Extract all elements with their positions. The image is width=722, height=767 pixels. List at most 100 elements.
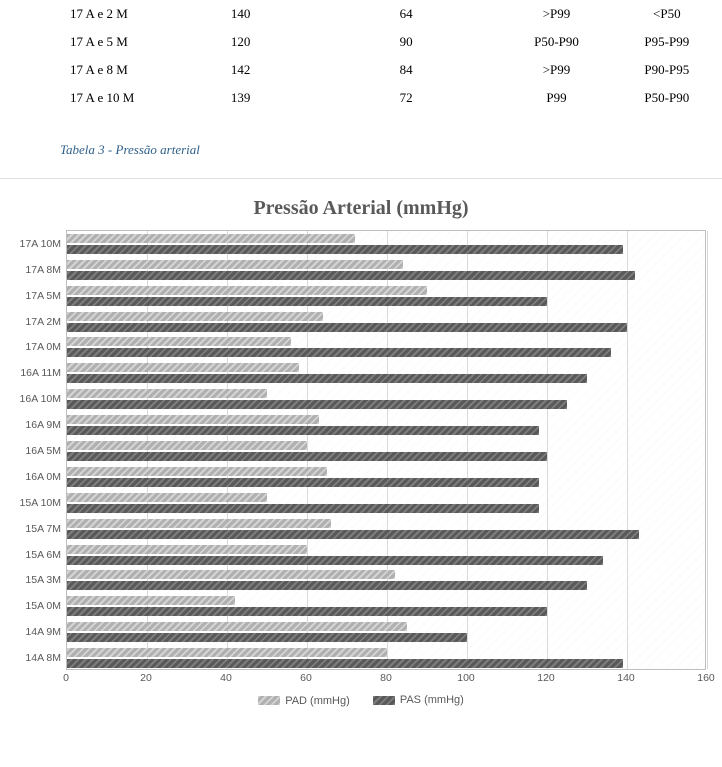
chart-row: 17A 0M xyxy=(67,335,705,361)
cell: 120 xyxy=(170,28,310,56)
bar-pas xyxy=(67,374,587,383)
x-tick: 80 xyxy=(380,672,392,684)
chart-row: 14A 8M xyxy=(67,645,705,671)
chart-row: 15A 6M xyxy=(67,542,705,568)
chart-row: 15A 7M xyxy=(67,516,705,542)
bar-pas xyxy=(67,504,539,513)
chart-row: 16A 10M xyxy=(67,386,705,412)
chart-row: 17A 10M xyxy=(67,231,705,257)
bar-pad xyxy=(67,493,267,502)
chart-row: 17A 5M xyxy=(67,283,705,309)
y-axis-label: 17A 5M xyxy=(25,290,61,302)
y-axis-label: 16A 10M xyxy=(20,393,61,405)
table-caption: Tabela 3 - Pressão arterial xyxy=(60,142,722,158)
x-tick: 20 xyxy=(140,672,152,684)
chart-row: 16A 11M xyxy=(67,360,705,386)
cell: 72 xyxy=(311,84,502,112)
cell: 17 A e 8 M xyxy=(0,56,170,84)
x-tick: 0 xyxy=(63,672,69,684)
cell: P50-P90 xyxy=(501,28,611,56)
cell: <P50 xyxy=(612,0,722,28)
bar-pas xyxy=(67,581,587,590)
cell: 139 xyxy=(170,84,310,112)
bar-pas xyxy=(67,245,623,254)
legend: PAD (mmHg) PAS (mmHg) xyxy=(16,694,706,708)
cell: >P99 xyxy=(501,0,611,28)
y-axis-label: 15A 6M xyxy=(25,549,61,561)
bar-pas xyxy=(67,400,567,409)
chart-row: 15A 3M xyxy=(67,567,705,593)
legend-label-pas: PAS (mmHg) xyxy=(400,694,464,706)
bar-pas xyxy=(67,426,539,435)
bar-pas xyxy=(67,271,635,280)
chart-row: 15A 0M xyxy=(67,593,705,619)
bar-pad xyxy=(67,596,235,605)
bar-pad xyxy=(67,467,327,476)
cell: 142 xyxy=(170,56,310,84)
cell: P90-P95 xyxy=(612,56,722,84)
bar-pad xyxy=(67,648,387,657)
x-tick: 60 xyxy=(300,672,312,684)
x-tick: 100 xyxy=(457,672,475,684)
gridline xyxy=(707,231,708,669)
x-tick: 140 xyxy=(617,672,635,684)
y-axis-label: 14A 8M xyxy=(25,652,61,664)
y-axis-label: 14A 9M xyxy=(25,626,61,638)
bar-pas xyxy=(67,530,639,539)
cell: 17 A e 2 M xyxy=(0,0,170,28)
chart-row: 14A 9M xyxy=(67,619,705,645)
chart-row: 16A 5M xyxy=(67,438,705,464)
bar-pas xyxy=(67,633,467,642)
bar-pad xyxy=(67,286,427,295)
chart-row: 15A 10M xyxy=(67,490,705,516)
bar-pad xyxy=(67,570,395,579)
y-axis-label: 15A 10M xyxy=(20,497,61,509)
bar-pad xyxy=(67,545,307,554)
bar-pad xyxy=(67,389,267,398)
divider xyxy=(0,178,722,179)
y-axis-label: 15A 3M xyxy=(25,574,61,586)
y-axis-label: 17A 10M xyxy=(20,238,61,250)
bar-pad xyxy=(67,622,407,631)
bar-pas xyxy=(67,348,611,357)
bar-pad xyxy=(67,441,307,450)
table-row: 17 A e 2 M14064>P99<P50 xyxy=(0,0,722,28)
table-row: 17 A e 8 M14284>P99P90-P95 xyxy=(0,56,722,84)
x-tick: 40 xyxy=(220,672,232,684)
y-axis-label: 16A 0M xyxy=(25,471,61,483)
bar-pas xyxy=(67,659,623,668)
bar-pas xyxy=(67,297,547,306)
cell: >P99 xyxy=(501,56,611,84)
cell: 64 xyxy=(311,0,502,28)
cell: P99 xyxy=(501,84,611,112)
chart-row: 17A 2M xyxy=(67,309,705,335)
y-axis-label: 16A 5M xyxy=(25,445,61,457)
legend-item-pad: PAD (mmHg) xyxy=(258,695,350,707)
table-body: 17 A e 2 M14064>P99<P5017 A e 5 M12090P5… xyxy=(0,0,722,112)
legend-item-pas: PAS (mmHg) xyxy=(373,694,464,706)
chart-row: 16A 9M xyxy=(67,412,705,438)
bar-pad xyxy=(67,519,331,528)
bar-pas xyxy=(67,452,547,461)
cell: 17 A e 10 M xyxy=(0,84,170,112)
y-axis-label: 15A 7M xyxy=(25,523,61,535)
y-axis-label: 17A 0M xyxy=(25,341,61,353)
legend-swatch-pad xyxy=(258,696,280,705)
cell: 17 A e 5 M xyxy=(0,28,170,56)
table-row: 17 A e 10 M13972P99P50-P90 xyxy=(0,84,722,112)
chart-row: 16A 0M xyxy=(67,464,705,490)
plot-area: 17A 10M17A 8M17A 5M17A 2M17A 0M16A 11M16… xyxy=(66,230,706,670)
bar-pad xyxy=(67,337,291,346)
bar-pad xyxy=(67,415,319,424)
cell: 84 xyxy=(311,56,502,84)
cell: 90 xyxy=(311,28,502,56)
y-axis-label: 16A 11M xyxy=(20,367,61,379)
y-axis-label: 16A 9M xyxy=(25,419,61,431)
legend-swatch-pas xyxy=(373,696,395,705)
bar-pas xyxy=(67,323,627,332)
chart-title: Pressão Arterial (mmHg) xyxy=(16,183,706,230)
bar-pas xyxy=(67,556,603,565)
y-axis-label: 15A 0M xyxy=(25,600,61,612)
chart: Pressão Arterial (mmHg) 17A 10M17A 8M17A… xyxy=(16,183,706,708)
data-table: 17 A e 2 M14064>P99<P5017 A e 5 M12090P5… xyxy=(0,0,722,112)
